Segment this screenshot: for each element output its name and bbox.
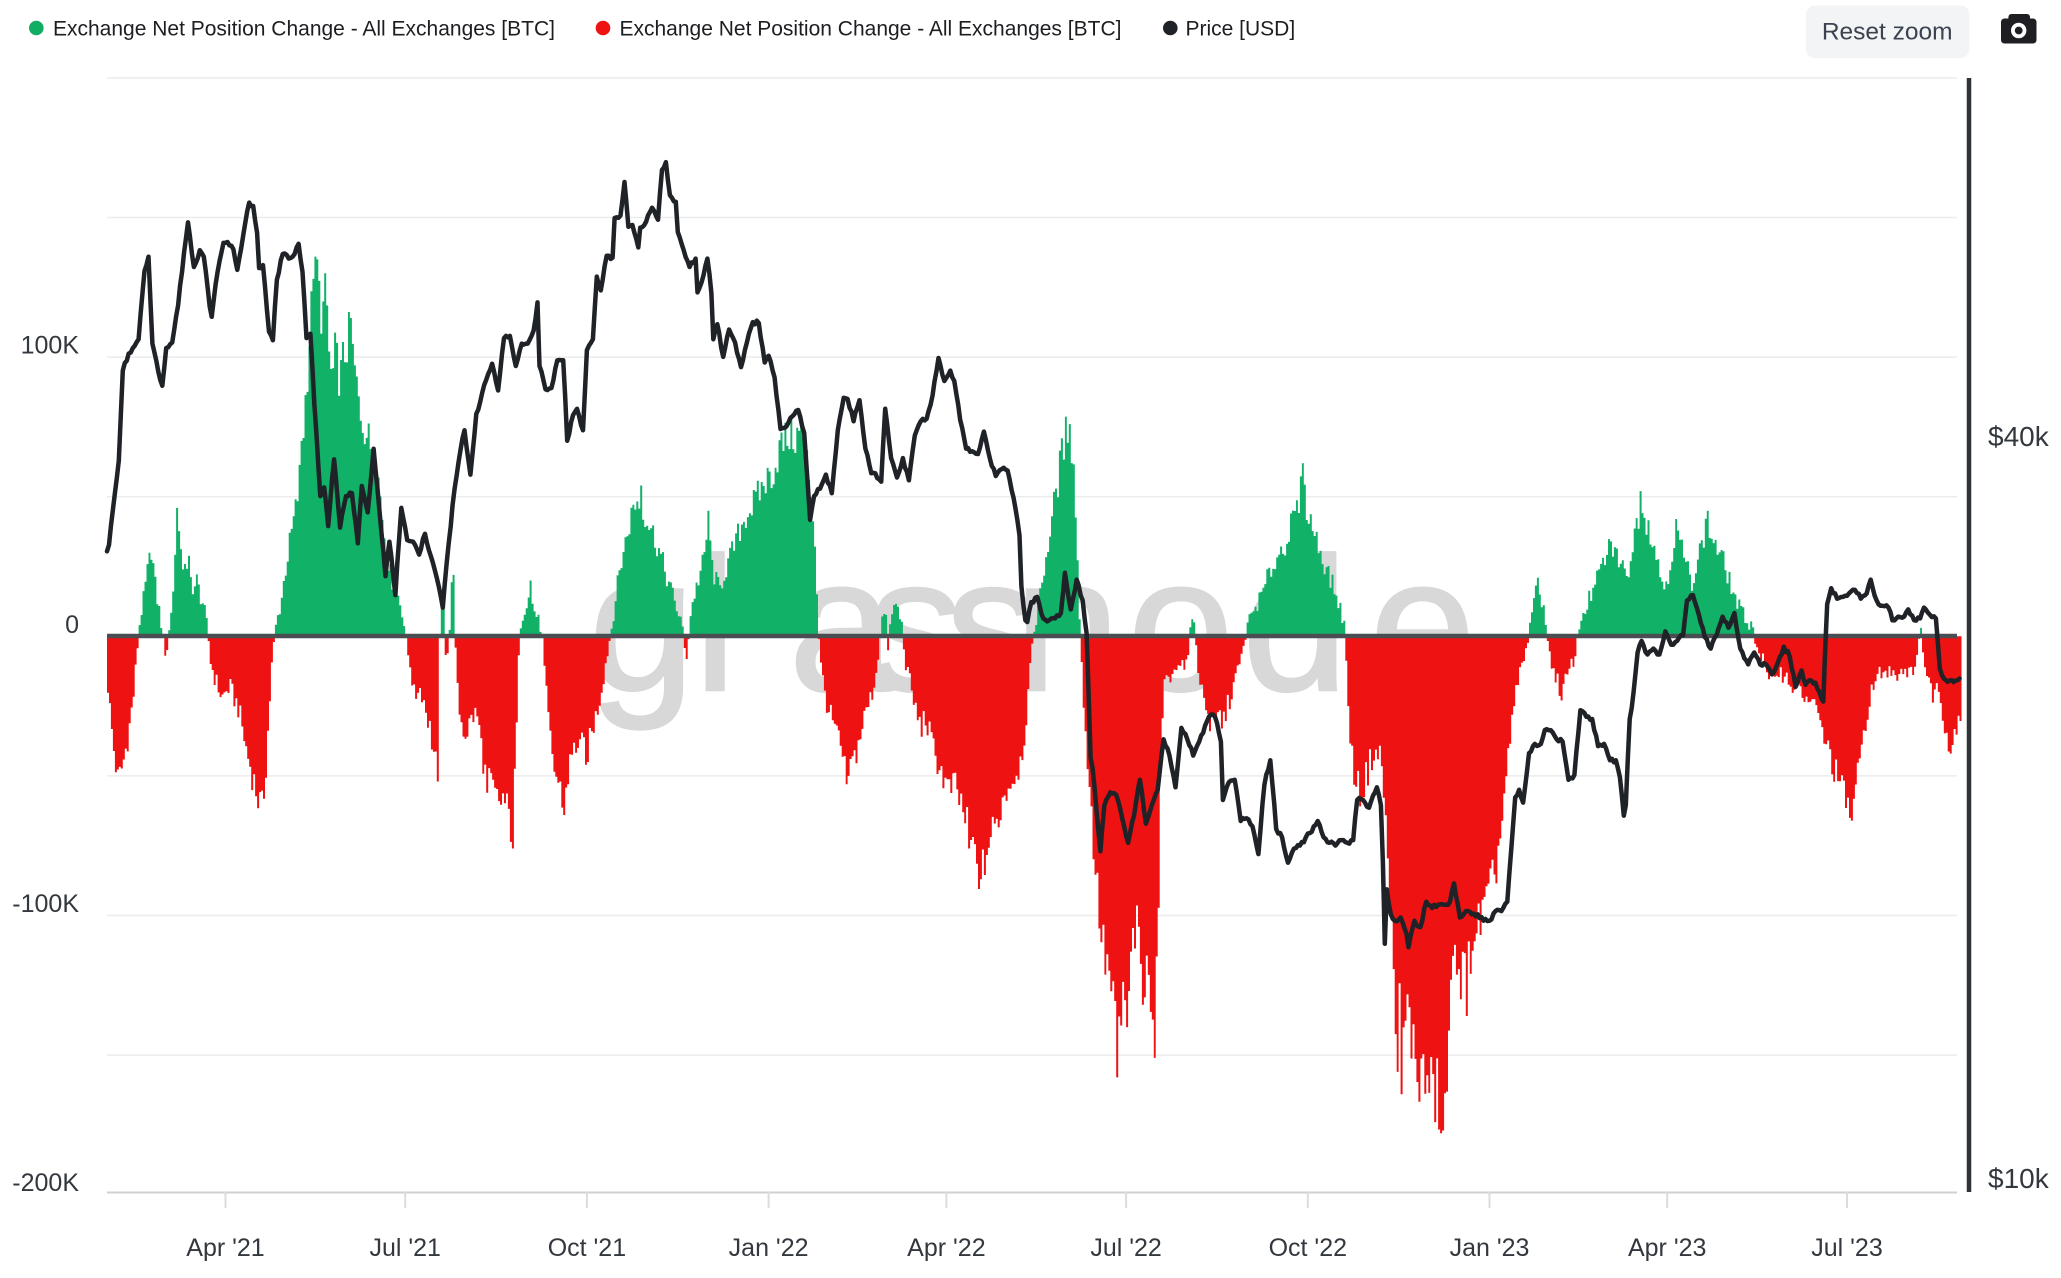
svg-text:$40k: $40k — [1988, 421, 2050, 452]
svg-text:Oct '21: Oct '21 — [548, 1234, 626, 1262]
svg-text:Jul '23: Jul '23 — [1811, 1234, 1882, 1262]
svg-text:Apr '23: Apr '23 — [1628, 1234, 1706, 1262]
svg-text:Price [USD]: Price [USD] — [1186, 18, 1296, 41]
svg-text:Exchange Net Position Change -: Exchange Net Position Change - All Excha… — [620, 18, 1122, 41]
svg-text:Exchange Net Position Change -: Exchange Net Position Change - All Excha… — [53, 18, 555, 41]
svg-text:Oct '22: Oct '22 — [1269, 1234, 1347, 1262]
svg-text:Reset zoom: Reset zoom — [1822, 19, 1953, 46]
svg-text:0: 0 — [65, 611, 79, 639]
svg-text:Jul '22: Jul '22 — [1090, 1234, 1161, 1262]
svg-text:Apr '22: Apr '22 — [907, 1234, 985, 1262]
svg-text:-200K: -200K — [12, 1169, 79, 1197]
svg-text:-100K: -100K — [12, 890, 79, 918]
svg-text:Jul '21: Jul '21 — [369, 1234, 440, 1262]
svg-text:Apr '21: Apr '21 — [186, 1234, 264, 1262]
svg-text:Jan '23: Jan '23 — [1450, 1234, 1530, 1262]
svg-text:100K: 100K — [21, 332, 80, 360]
svg-text:Jan '22: Jan '22 — [729, 1234, 809, 1262]
svg-text:$10k: $10k — [1988, 1163, 2050, 1194]
